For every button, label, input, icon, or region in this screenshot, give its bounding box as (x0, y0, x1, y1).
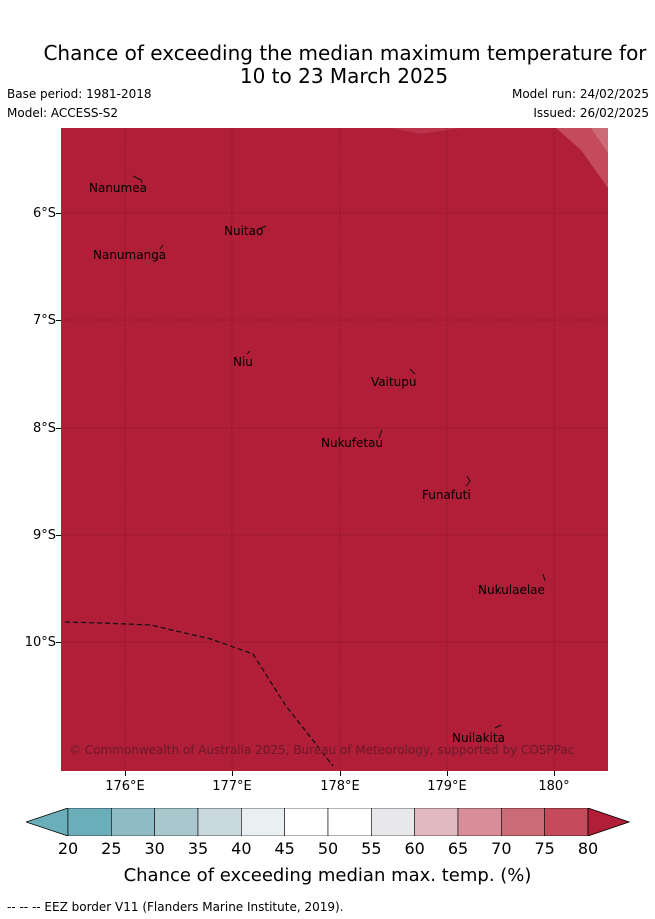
lon-label-180: 180° (538, 779, 570, 794)
colorbar-segment (544, 808, 589, 836)
colorbar-tick-label: 65 (447, 839, 469, 858)
lat-label-10s: 10°S (24, 635, 56, 650)
colorbar-tick-label: 20 (57, 839, 79, 858)
lat-tick (56, 213, 61, 214)
lightest-probability-patch (591, 128, 608, 153)
colorbar-segment (414, 808, 459, 836)
colorbar-tick-label: 25 (101, 839, 122, 858)
lon-label-178e: 178°E (320, 779, 360, 794)
lon-tick (125, 771, 126, 776)
island-label-nuilakita: Nuilakita (452, 731, 505, 745)
colorbar-segment (154, 808, 199, 836)
colorbar-segment (457, 808, 502, 836)
lat-tick (56, 320, 61, 321)
colorbar-tick-label: 70 (491, 839, 512, 858)
lat-label-6s: 6°S (32, 206, 56, 221)
graticule (61, 128, 608, 771)
colorbar-tick-label: 35 (187, 839, 209, 858)
island-label-vaitupu: Vaitupu (371, 375, 417, 389)
map-background (61, 128, 608, 771)
eez-legend-text: -- -- -- EEZ border V11 (Flanders Marine… (7, 900, 344, 914)
colorbar-segment (111, 808, 155, 836)
colorbar-tick-label: 45 (274, 839, 295, 858)
model-text: Model: ACCESS-S2 (7, 106, 119, 120)
lon-tick (340, 771, 341, 776)
eez-border-line (64, 621, 334, 767)
colorbar-segment (241, 808, 285, 836)
lon-tick (554, 771, 555, 776)
lat-tick (56, 535, 61, 536)
colorbar-tick-label: 40 (231, 839, 252, 858)
colorbar (26, 808, 630, 836)
island-outlines (132, 175, 546, 729)
colorbar-high-extend (587, 808, 630, 836)
colorbar-tick-label: 50 (317, 839, 339, 858)
map-title-line-2: 10 to 23 March 2025 (239, 64, 449, 88)
colorbar-tick-label: 55 (361, 839, 382, 858)
island-label-nuitao: Nuitao (224, 224, 264, 238)
lat-label-7s: 7°S (32, 313, 56, 328)
island-label-niu: Niu (233, 355, 253, 369)
lat-label-8s: 8°S (32, 421, 56, 436)
colorbar-tick-label: 75 (534, 839, 555, 858)
colorbar-title: Chance of exceeding median max. temp. (%… (123, 865, 532, 886)
lat-tick (56, 642, 61, 643)
colorbar-segment (501, 808, 545, 836)
colorbar-tick-label: 30 (144, 839, 165, 858)
island-label-funafuti: Funafuti (422, 488, 471, 502)
colorbar-segment (371, 808, 415, 836)
base-period-text: Base period: 1981-2018 (7, 87, 152, 101)
colorbar-segment (327, 808, 372, 836)
island-label-nanumea: Nanumea (89, 181, 147, 195)
colorbar-segment (197, 808, 242, 836)
copyright-notice: © Commonwealth of Australia 2025, Bureau… (69, 743, 575, 757)
lat-tick (56, 428, 61, 429)
colorbar-tick-label: 80 (577, 839, 599, 858)
lighter-probability-patch (556, 128, 608, 188)
lon-tick (232, 771, 233, 776)
lon-label-177e: 177°E (212, 779, 252, 794)
forecast-map (61, 128, 608, 771)
map-title-line-1: Chance of exceeding the median maximum t… (43, 41, 647, 65)
island-label-nukufetau: Nukufetau (321, 436, 384, 450)
colorbar-low-extend (26, 808, 69, 836)
top-edge-patch (391, 128, 461, 134)
colorbar-segment (67, 808, 112, 836)
island-label-nanumanga: Nanumanga (93, 248, 167, 262)
lat-label-9s: 9°S (32, 528, 56, 543)
island-label-nukulaelae: Nukulaelae (478, 583, 545, 597)
map-canvas (61, 128, 608, 771)
colorbar-segment (284, 808, 329, 836)
issued-text: Issued: 26/02/2025 (533, 106, 649, 120)
model-run-text: Model run: 24/02/2025 (511, 87, 649, 101)
lon-label-179e: 179°E (427, 779, 467, 794)
colorbar-tick-label: 60 (404, 839, 425, 858)
lon-label-176e: 176°E (105, 779, 145, 794)
lon-tick (447, 771, 448, 776)
